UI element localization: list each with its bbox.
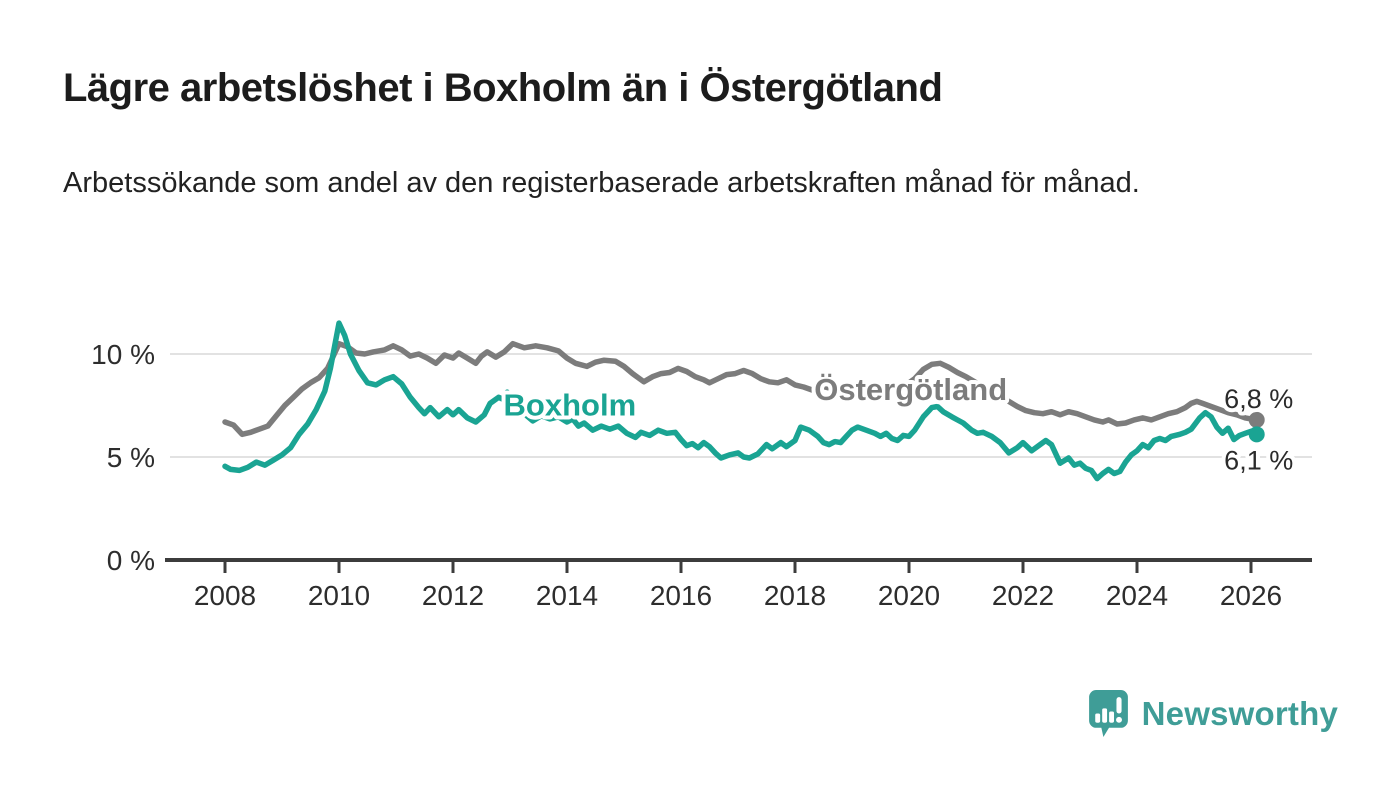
newsworthy-logo: Newsworthy <box>1088 689 1338 738</box>
series-end-value-östergötland: 6,8 % <box>1224 384 1293 414</box>
y-tick-label: 5 % <box>107 442 155 473</box>
series-end-dot-östergötland <box>1248 411 1265 428</box>
newsworthy-wordmark: Newsworthy <box>1141 694 1338 732</box>
x-tick-label: 2014 <box>536 580 598 611</box>
x-tick-label: 2020 <box>878 580 940 611</box>
x-tick-label: 2026 <box>1220 580 1282 611</box>
x-tick-label: 2018 <box>764 580 826 611</box>
series-label-östergötland: Östergötland <box>814 372 1007 407</box>
bar-chart-speech-bubble-icon <box>1088 690 1128 737</box>
series-line-östergötland <box>222 340 1260 438</box>
series-label-boxholm: Boxholm <box>504 387 637 422</box>
x-tick-label: 2010 <box>308 580 370 611</box>
chart-subtitle: Arbetssökande som andel av den registerb… <box>63 167 1140 199</box>
series-end-dot-boxholm <box>1248 426 1265 443</box>
y-tick-label: 0 % <box>107 545 155 576</box>
x-tick-label: 2012 <box>422 580 484 611</box>
x-tick-label: 2024 <box>1106 580 1168 611</box>
series-end-value-boxholm: 6,1 % <box>1224 445 1293 475</box>
x-tick-label: 2008 <box>194 580 256 611</box>
x-tick-label: 2022 <box>992 580 1054 611</box>
chart-title: Lägre arbetslöshet i Boxholm än i Österg… <box>63 66 943 110</box>
series-line-boxholm <box>222 320 1260 482</box>
x-tick-label: 2016 <box>650 580 712 611</box>
y-tick-label: 10 % <box>91 339 155 370</box>
